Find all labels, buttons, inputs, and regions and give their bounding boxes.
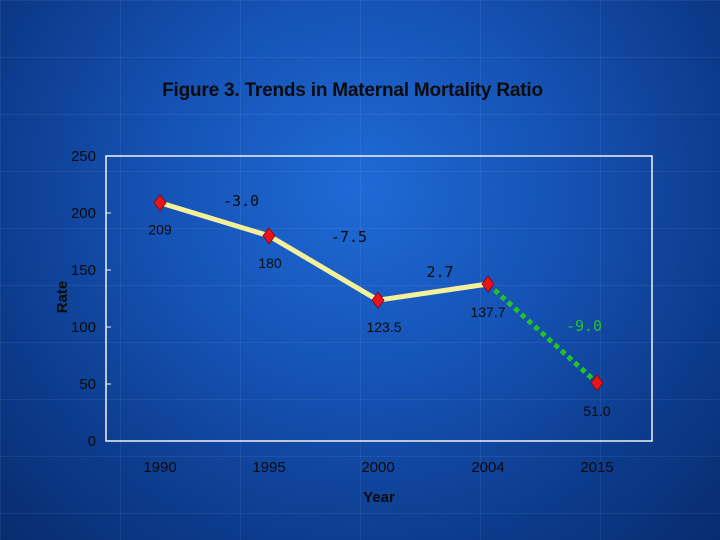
- value-labels: 209 180 123.5 137.7 51.0 -3.0 -7.5 2.7 -9.0: [148, 192, 611, 419]
- series-line: [159, 200, 489, 303]
- y-tick-label: 50: [79, 376, 96, 393]
- y-axis-label: Rate: [54, 281, 71, 314]
- data-label: 209: [148, 222, 172, 238]
- segment-change-label: 2.7: [426, 263, 453, 281]
- data-point: [371, 291, 385, 309]
- projection-line: [486, 282, 599, 385]
- series: [153, 194, 604, 392]
- x-axis-label: Year: [363, 489, 395, 506]
- segment-change-label: -9.0: [566, 317, 602, 335]
- data-point: [262, 227, 276, 245]
- chart-title: Figure 3. Trends in Maternal Mortality R…: [162, 80, 543, 101]
- y-tick-label: 100: [71, 319, 96, 336]
- segment-change-label: -7.5: [331, 228, 367, 246]
- x-tick-label: 2004: [471, 459, 504, 476]
- y-tick-label: 150: [71, 262, 96, 279]
- data-point: [153, 194, 167, 212]
- data-point: [590, 374, 604, 392]
- x-axis-ticks: 1990 1995 2000 2004 2015: [143, 459, 613, 476]
- y-tick-label: 200: [71, 205, 96, 222]
- data-label: 51.0: [583, 403, 610, 419]
- data-label: 180: [258, 255, 282, 271]
- segment-change-label: -3.0: [223, 192, 259, 210]
- data-label: 123.5: [366, 319, 401, 335]
- data-label: 137.7: [470, 304, 505, 320]
- x-tick-label: 1990: [143, 459, 176, 476]
- y-tick-label: 0: [88, 433, 96, 450]
- plot-area: [105, 155, 653, 442]
- x-tick-label: 2015: [580, 459, 613, 476]
- x-tick-label: 2000: [361, 459, 394, 476]
- x-tick-label: 1995: [252, 459, 285, 476]
- y-tick-label: 250: [71, 148, 96, 165]
- y-axis-ticks: 0 50 100 150 200 250: [71, 148, 111, 450]
- data-point: [481, 275, 495, 293]
